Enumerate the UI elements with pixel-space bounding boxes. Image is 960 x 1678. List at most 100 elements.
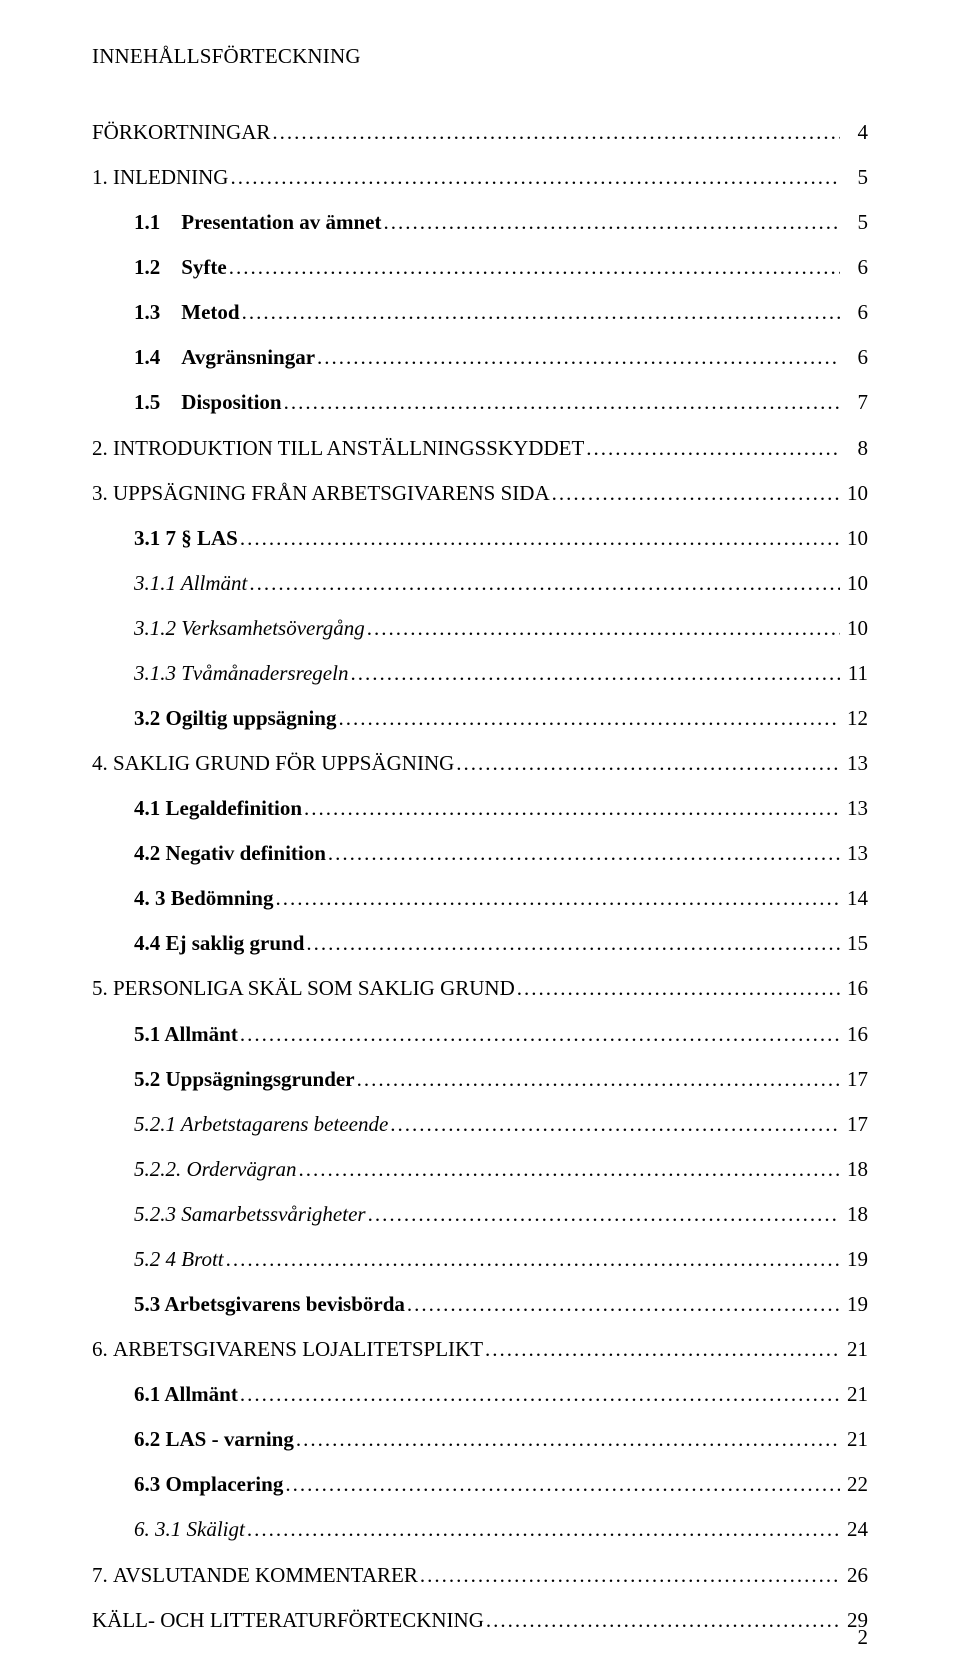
toc-entry-label: 3.1.2 Verksamhetsövergång [134,613,365,644]
toc-entry-label: 5.2 Uppsägningsgrunder [134,1064,355,1095]
toc-leader-dots [485,1334,840,1365]
toc-entry: 1.3 Metod 6 [92,297,868,328]
toc-entry-page: 6 [842,297,868,328]
toc-entry-prefix: 1.4 [134,342,181,373]
toc-entry-page: 18 [842,1154,868,1185]
toc-entry: 3.1.2 Verksamhetsövergång 10 [92,613,868,644]
toc-leader-dots [247,1514,840,1545]
toc-entry-label: ARBETSGIVARENS LOJALITETSPLIKT [113,1334,483,1365]
toc-entry-page: 6 [842,252,868,283]
toc-entry: 5.2.2. Ordervägran 18 [92,1154,868,1185]
toc-entry-page: 8 [842,433,868,464]
page-number-footer: 2 [858,1625,869,1650]
toc-entry-label: 4.2 Negativ definition [134,838,326,869]
toc-entry: 4.2 Negativ definition 13 [92,838,868,869]
toc-entry-prefix: 7. [92,1560,113,1591]
toc-entry-label: 5.2.1 Arbetstagarens beteende [134,1109,388,1140]
toc-entry-label: UPPSÄGNING FRÅN ARBETSGIVARENS SIDA [113,478,550,509]
toc-entry-page: 21 [842,1424,868,1455]
toc-entry-prefix: 1.2 [134,252,181,283]
toc-entry-page: 7 [842,387,868,418]
toc-entry-label: 5.2.3 Samarbetssvårigheter [134,1199,366,1230]
toc-entry-label: 5.2 4 Brott [134,1244,224,1275]
toc-entry-prefix: 1. [92,162,113,193]
document-page: INNEHÅLLSFÖRTECKNING FÖRKORTNINGAR 41. I… [0,0,960,1678]
toc-leader-dots [367,613,840,644]
toc-entry-page: 24 [842,1514,868,1545]
toc-leader-dots [338,703,840,734]
toc-entry-prefix: 6. [92,1334,113,1365]
toc-leader-dots [229,252,840,283]
toc-entry: 7. AVSLUTANDE KOMMENTARER 26 [92,1560,868,1591]
toc-entry: 5.2 Uppsägningsgrunder 17 [92,1064,868,1095]
toc-entry-prefix: 1.3 [134,297,181,328]
toc-entry-page: 16 [842,1019,868,1050]
toc-entry: 4. SAKLIG GRUND FÖR UPPSÄGNING 13 [92,748,868,779]
toc-entry: 5.3 Arbetsgivarens bevisbörda 19 [92,1289,868,1320]
toc-entry-page: 13 [842,793,868,824]
toc-entry-page: 10 [842,478,868,509]
toc-entry: 4. 3 Bedömning 14 [92,883,868,914]
toc-entry-prefix: 5. [92,973,113,1004]
toc-entry: 3.1.3 Tvåmånadersregeln 11 [92,658,868,689]
toc-entry-prefix: 3. [92,478,113,509]
toc-entry-label: SAKLIG GRUND FÖR UPPSÄGNING [113,748,454,779]
toc-entry-page: 17 [842,1109,868,1140]
toc-entry-page: 19 [842,1244,868,1275]
toc-entry-page: 22 [842,1469,868,1500]
toc-entry-label: FÖRKORTNINGAR [92,117,270,148]
toc-entry: 6.2 LAS - varning 21 [92,1424,868,1455]
toc-entry-page: 13 [842,838,868,869]
toc-entry-label: 6.2 LAS - varning [134,1424,294,1455]
toc-entry-page: 11 [842,658,868,689]
toc-entry-prefix: 2. [92,433,113,464]
toc-entry-label: Avgränsningar [181,342,315,373]
toc-entry: 5.2.3 Samarbetssvårigheter 18 [92,1199,868,1230]
toc-entry: 6.1 Allmänt 21 [92,1379,868,1410]
toc-entry-prefix: 1.5 [134,387,181,418]
toc-entry: 3.1.1 Allmänt 10 [92,568,868,599]
toc-leader-dots [240,1379,840,1410]
toc-leader-dots [456,748,840,779]
toc-entry: 6.3 Omplacering 22 [92,1469,868,1500]
toc-leader-dots [306,928,840,959]
toc-leader-dots [226,1244,840,1275]
table-of-contents: FÖRKORTNINGAR 41. INLEDNING 51.1 Present… [92,117,868,1636]
toc-entry-prefix: 3.2 [134,703,166,734]
toc-entry: 1.2 Syfte 6 [92,252,868,283]
toc-leader-dots [328,838,840,869]
toc-entry: 5. PERSONLIGA SKÄL SOM SAKLIG GRUND 16 [92,973,868,1004]
toc-entry: 1.4 Avgränsningar 6 [92,342,868,373]
toc-entry-page: 19 [842,1289,868,1320]
toc-entry: 1.5 Disposition 7 [92,387,868,418]
toc-entry-page: 13 [842,748,868,779]
toc-entry-page: 18 [842,1199,868,1230]
toc-leader-dots [240,523,840,554]
toc-entry-page: 6 [842,342,868,373]
toc-entry-page: 5 [842,162,868,193]
toc-entry: 5.1 Allmänt 16 [92,1019,868,1050]
toc-leader-dots [390,1109,840,1140]
toc-entry-page: 21 [842,1379,868,1410]
toc-leader-dots [275,883,840,914]
toc-entry: 6. 3.1 Skäligt 24 [92,1514,868,1545]
toc-entry-page: 10 [842,568,868,599]
toc-entry-label: 5.1 Allmänt [134,1019,238,1050]
toc-entry-label: 4.1 Legaldefinition [134,793,302,824]
toc-entry: FÖRKORTNINGAR 4 [92,117,868,148]
toc-entry-label: PERSONLIGA SKÄL SOM SAKLIG GRUND [113,973,515,1004]
page-title: INNEHÅLLSFÖRTECKNING [92,44,868,69]
toc-leader-dots [304,793,840,824]
toc-entry-label: 6. 3.1 Skäligt [134,1514,245,1545]
toc-leader-dots [240,1019,840,1050]
toc-entry-label: 4. 3 Bedömning [134,883,273,914]
toc-leader-dots [384,207,841,238]
toc-entry-label: Presentation av ämnet [181,207,381,238]
toc-entry-label: Ogiltig uppsägning [166,703,337,734]
toc-entry-page: 16 [842,973,868,1004]
toc-leader-dots [357,1064,840,1095]
toc-entry-label: 6.1 Allmänt [134,1379,238,1410]
toc-entry-page: 10 [842,613,868,644]
toc-entry-label: Disposition [181,387,281,418]
toc-leader-dots [517,973,840,1004]
